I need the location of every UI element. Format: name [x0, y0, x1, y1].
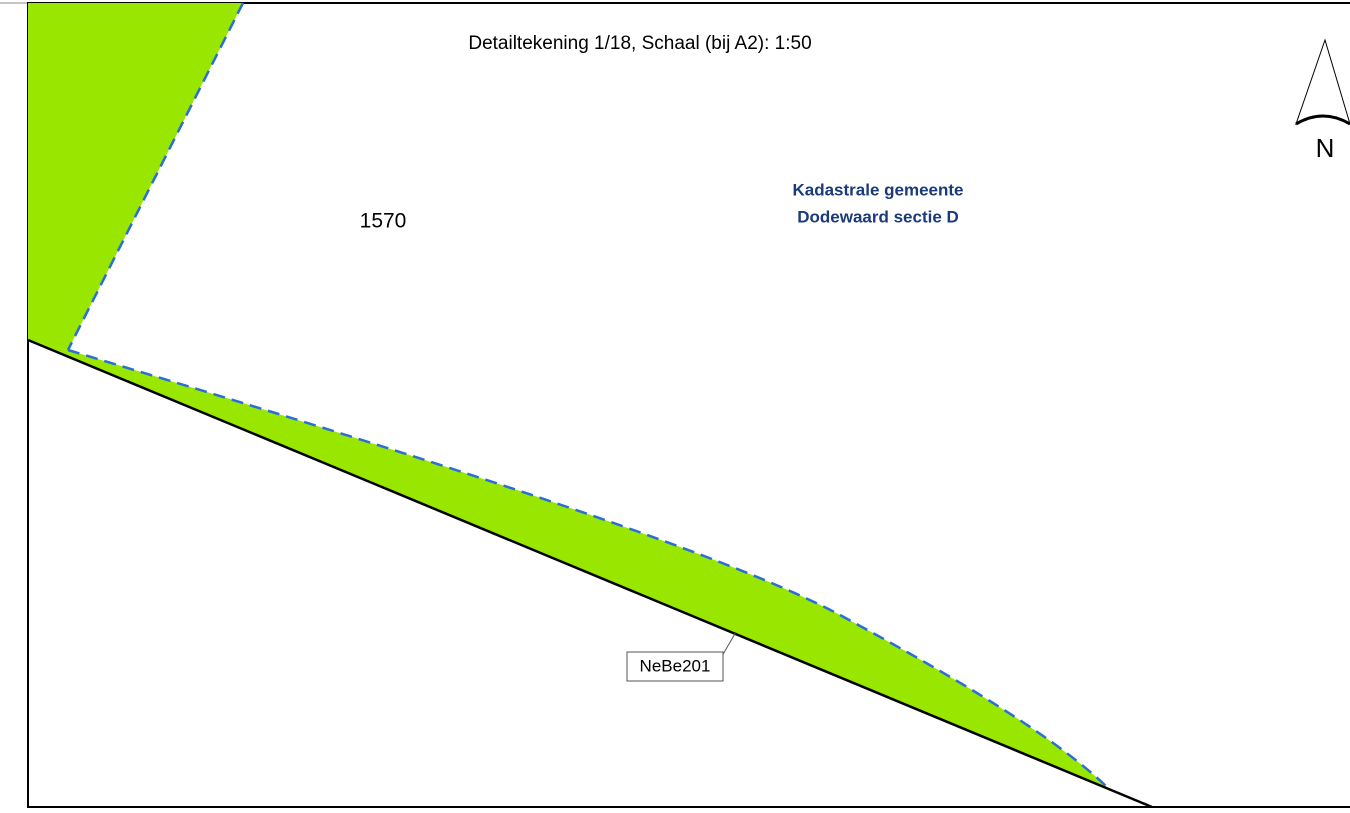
- north-arrow-base: [1295, 114, 1350, 126]
- callout-box: [626, 651, 724, 682]
- north-label: N: [1316, 133, 1335, 163]
- dashed-boundary: [67, 348, 1111, 791]
- drawing-title: Detailtekening 1/18, Schaal (bij A2): 1:…: [468, 33, 811, 54]
- municipality-label: Dodewaard sectie D: [797, 207, 959, 226]
- parcel-boundary: [27, 338, 1153, 809]
- municipality-label: Kadastrale gemeente: [792, 180, 963, 199]
- dashed-boundary: [66, 2, 245, 351]
- parcel-number: 1570: [360, 210, 407, 233]
- callout-label: NeBe201: [640, 656, 711, 675]
- green-area-top: [28, 3, 243, 350]
